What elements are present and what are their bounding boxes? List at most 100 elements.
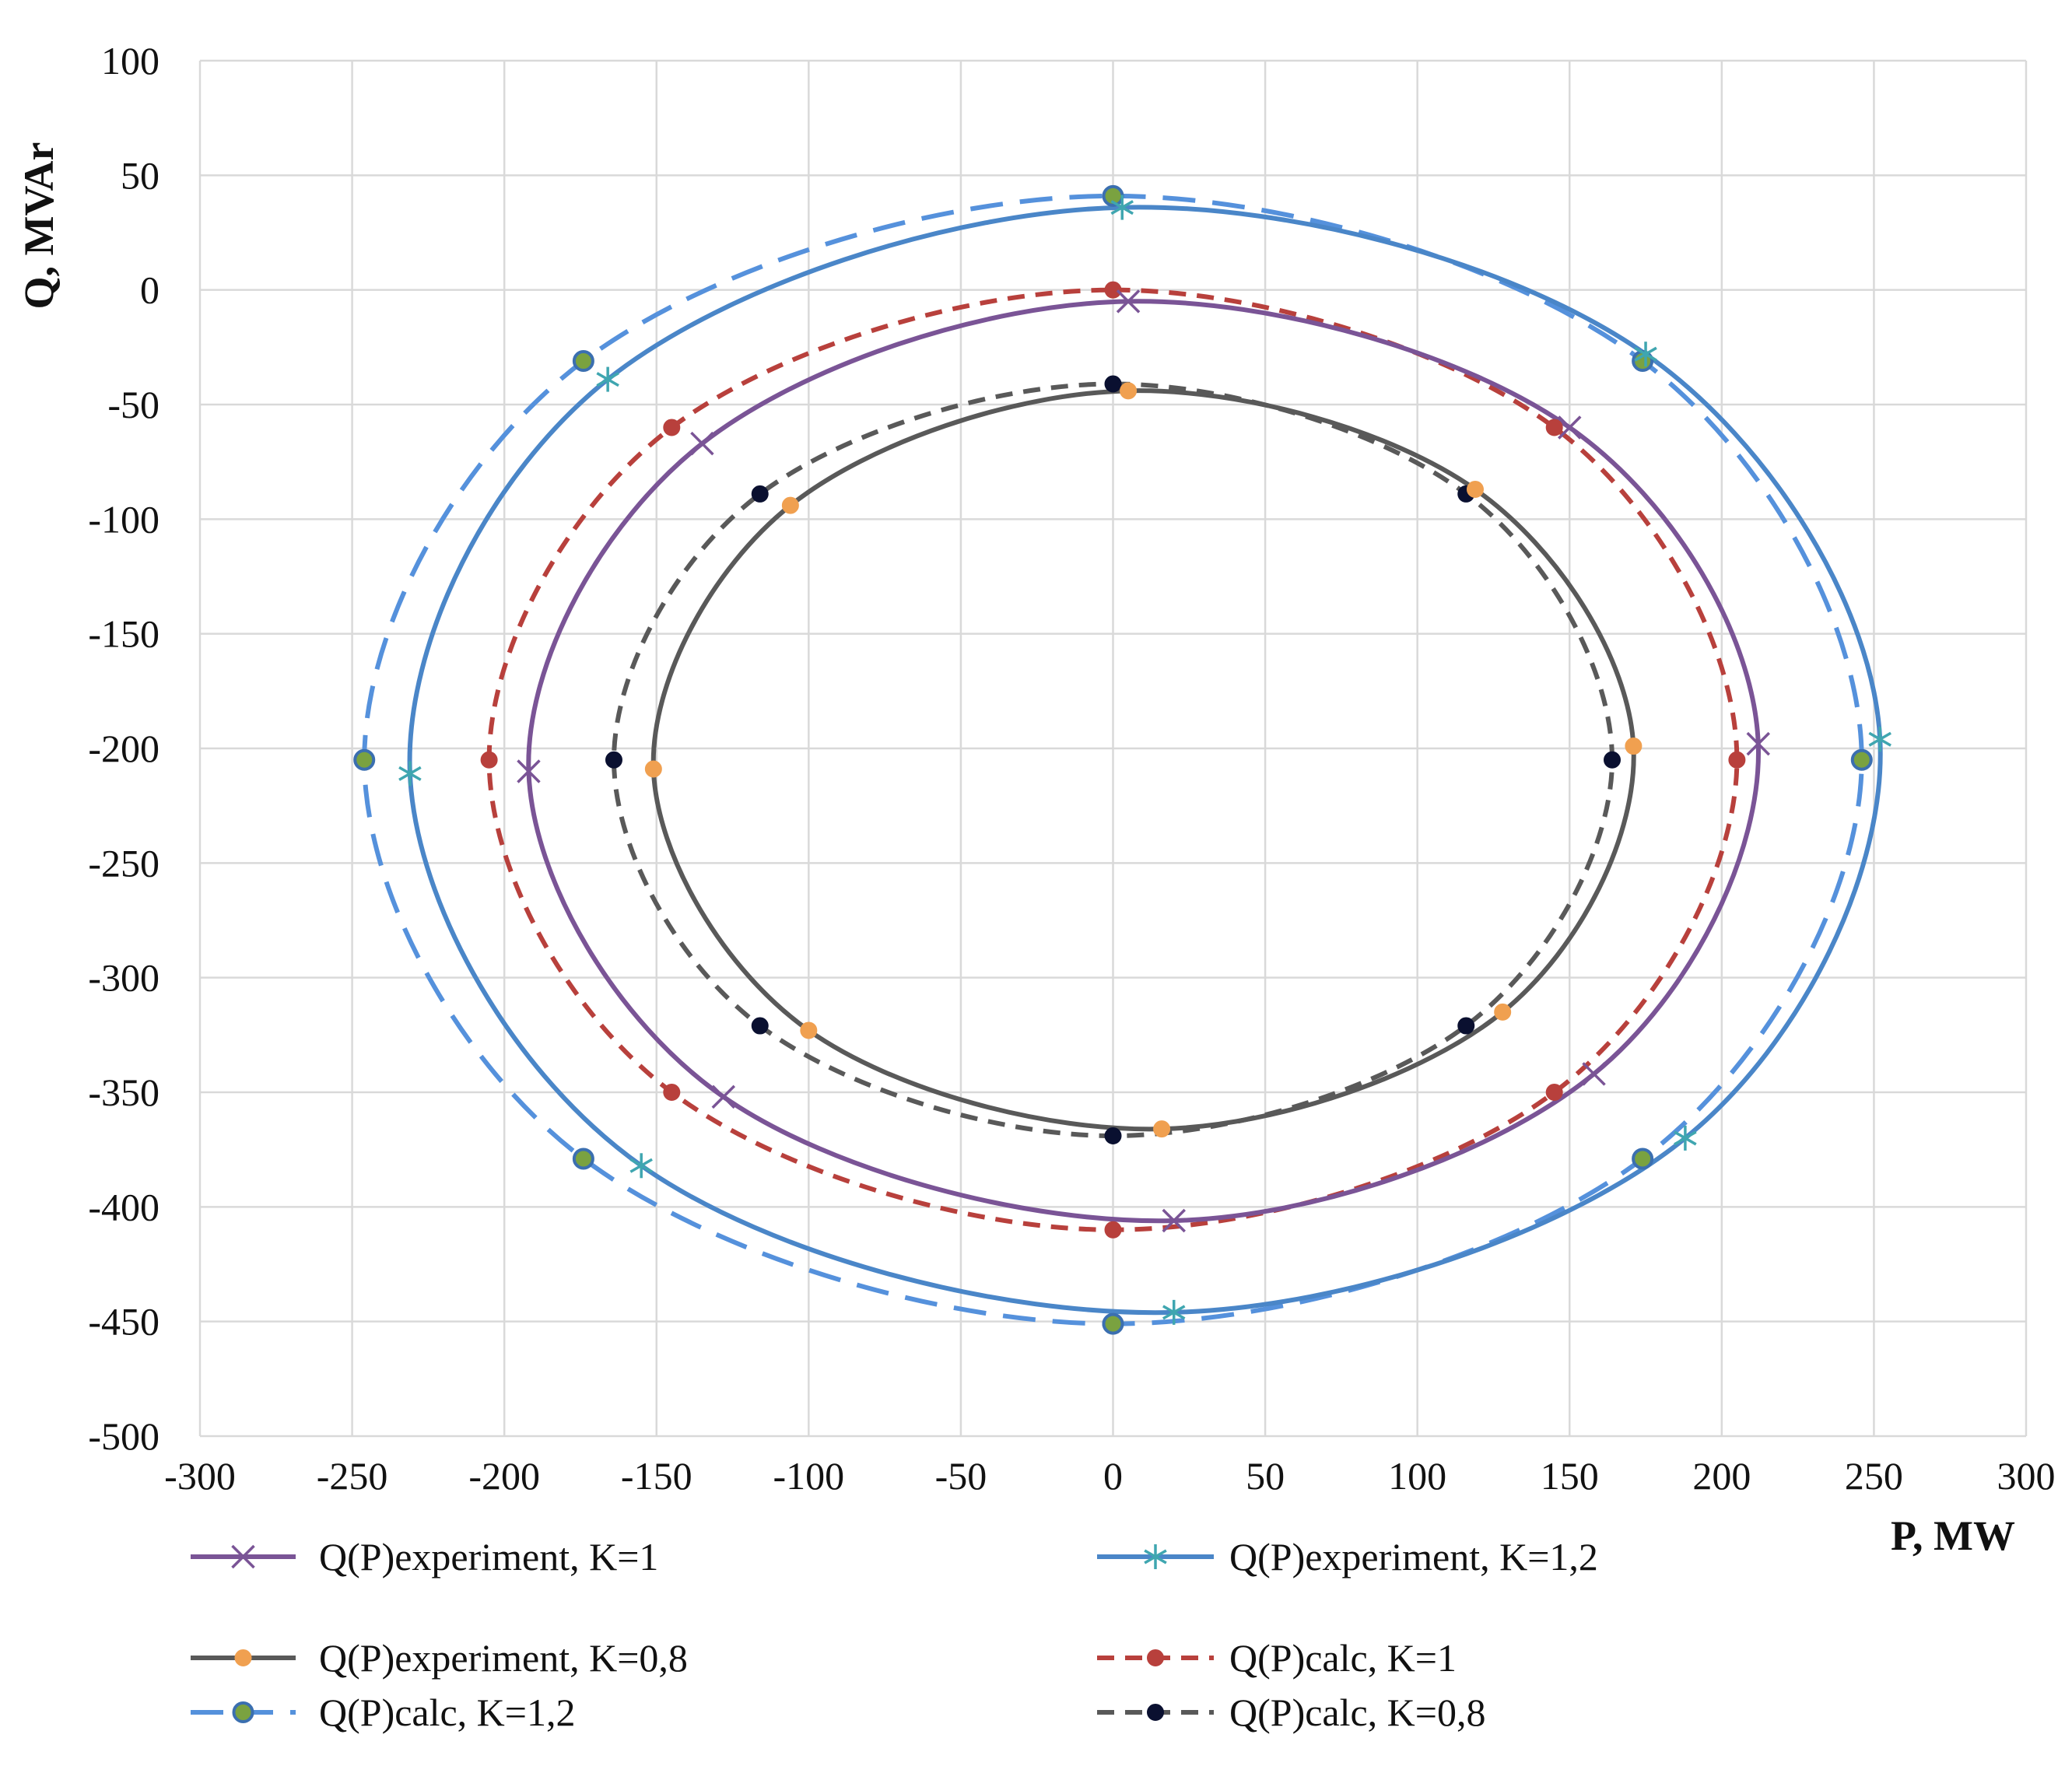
legend-item: Q(P)experiment, K=0,8 [191,1636,688,1680]
marker-dot [1494,1003,1512,1021]
marker-x-stroke [711,1084,736,1109]
marker-asterisk-stroke [1144,1549,1167,1565]
legend-label: Q(P)experiment, K=1 [319,1535,658,1579]
marker-x-stroke [1582,1062,1606,1086]
legend-label: Q(P)experiment, K=1,2 [1229,1535,1598,1579]
marker-dot [1153,1120,1171,1138]
marker-x-stroke [1116,289,1141,314]
x-tick-label: -100 [773,1454,845,1498]
y-axis-title: Q, MVAr [16,142,62,310]
x-tick-label: 250 [1845,1454,1903,1498]
marker-dot [1104,1221,1122,1239]
marker-dot [1147,1649,1164,1666]
marker-dot [1104,281,1122,299]
legend-label: Q(P)experiment, K=0,8 [319,1636,688,1680]
legend: Q(P)experiment, K=1 Q(P)experiment, K=1,… [191,1535,1598,1734]
series-marker-group [605,375,1621,1144]
marker-dot [1545,1084,1563,1101]
marker-asterisk-stroke [1162,1305,1186,1320]
marker-x-stroke [690,431,714,456]
marker-dot [1604,751,1621,769]
marker-dot [572,350,594,373]
x-tick-label: 300 [1997,1454,2056,1498]
marker-dot [1104,1127,1122,1144]
marker-dot [232,1701,254,1723]
legend-item: Q(P)experiment, K=1 [191,1535,658,1579]
series-marker-group [480,281,1746,1239]
marker-x-stroke [1746,731,1771,756]
marker-dot [1457,1017,1475,1035]
y-tick-label: -200 [88,727,160,770]
marker-dot [663,419,681,436]
marker-dot [1466,481,1484,499]
series-marker-group [517,289,1771,1233]
y-tick-label: -100 [88,497,160,541]
legend-symbol [1097,1704,1214,1721]
x-tick-label: 50 [1246,1454,1285,1498]
marker-dot [1147,1704,1164,1721]
series-marker-group [398,194,1891,1325]
marker-x-stroke [1558,415,1582,440]
marker-asterisk-stroke [629,1158,653,1173]
marker-dot [663,1084,681,1101]
marker-dot [751,485,769,503]
marker-dot [572,1148,594,1170]
x-axis-title: P, MW [1891,1512,2015,1559]
marker-dot [644,760,662,778]
y-tick-label: 0 [140,268,160,312]
y-tick-label: -450 [88,1300,160,1344]
legend-item: Q(P)calc, K=0,8 [1097,1691,1486,1734]
marker-asterisk-stroke [1634,346,1657,362]
marker-dot [1104,375,1122,393]
marker-x-stroke [517,759,541,783]
x-tick-label: 0 [1103,1454,1123,1498]
marker-dot [1632,1148,1654,1170]
legend-symbol [191,1649,296,1666]
marker-dot [800,1021,818,1039]
legend-symbol [191,1701,296,1723]
y-tick-label: 50 [121,153,160,197]
marker-asterisk-stroke [596,372,619,387]
y-tick-label: -300 [88,956,160,1000]
x-tick-label: -200 [468,1454,540,1498]
series-marker-group [353,184,1873,1335]
series-marker-group [644,382,1643,1138]
marker-dot [1625,738,1643,755]
x-tick-label: 150 [1541,1454,1599,1498]
y-tick-label: -400 [88,1185,160,1228]
legend-symbol [191,1544,296,1569]
x-tick-label: -150 [621,1454,692,1498]
tick-labels: -300 -250 -200 -150 -100 -50 0 50 100 150 200 250 30… [88,39,2055,1498]
marker-dot [605,751,622,769]
marker-x-stroke [231,1544,255,1569]
y-tick-label: -50 [107,383,160,426]
marker-x-stroke [1162,1208,1186,1233]
legend-label: Q(P)calc, K=0,8 [1229,1691,1486,1734]
marker-dot [1545,419,1563,436]
legend-symbol [1097,1649,1214,1666]
y-tick-label: 100 [101,39,160,82]
series-markers [353,184,1891,1335]
marker-dot [480,751,498,769]
marker-asterisk-stroke [1110,200,1134,215]
marker-dot [234,1649,252,1666]
marker-dot [1102,1312,1124,1335]
x-tick-label: 200 [1692,1454,1751,1498]
marker-dot [781,496,799,514]
marker-asterisk-stroke [1674,1130,1697,1146]
x-tick-label: -50 [935,1454,987,1498]
x-tick-label: -250 [317,1454,388,1498]
marker-asterisk-stroke [1868,731,1891,747]
x-tick-label: -300 [164,1454,236,1498]
y-tick-label: -500 [88,1414,160,1458]
legend-symbol [1097,1544,1214,1569]
marker-dot [1728,751,1746,769]
legend-label: Q(P)calc, K=1 [1229,1636,1457,1680]
y-tick-label: -150 [88,612,160,656]
legend-item: Q(P)calc, K=1,2 [191,1691,576,1734]
marker-dot [1120,382,1138,400]
y-tick-label: -350 [88,1070,160,1114]
